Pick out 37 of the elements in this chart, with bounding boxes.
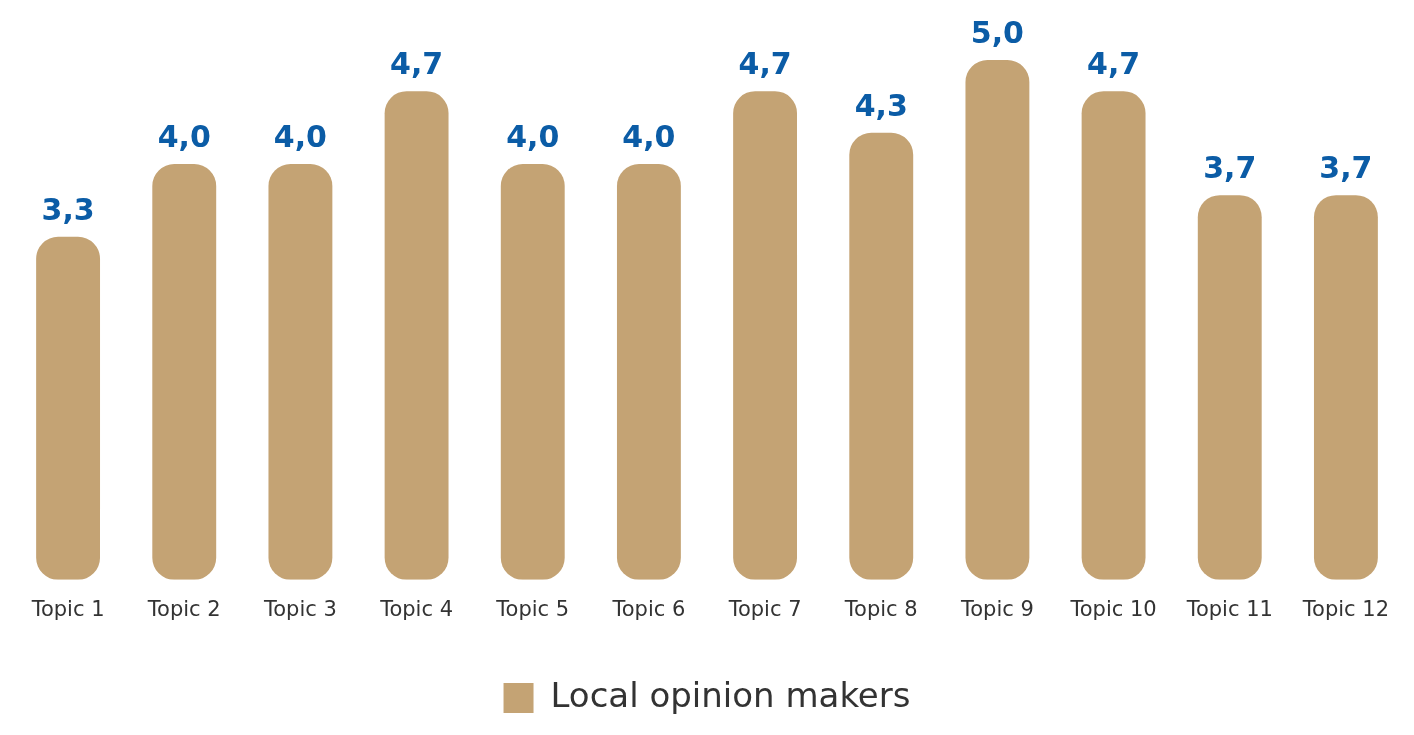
bar (268, 163, 333, 580)
bar (36, 236, 101, 580)
bar (152, 163, 217, 580)
data-label: 4,3 (854, 87, 908, 123)
data-label: 3,7 (1203, 149, 1257, 185)
bar (384, 91, 449, 580)
bar (616, 163, 681, 580)
data-label: 4,0 (273, 118, 327, 154)
data-label: 4,0 (157, 118, 211, 154)
x-tick-label: Topic 5 (495, 596, 570, 621)
data-label: 4,7 (390, 45, 444, 81)
x-tick-label: Topic 2 (146, 596, 221, 621)
bar (500, 163, 565, 580)
legend-label: Local opinion makers (550, 674, 911, 715)
data-label: 3,7 (1319, 149, 1373, 185)
data-label: 4,0 (622, 118, 676, 154)
x-tick-label: Topic 4 (379, 596, 454, 621)
bar (965, 60, 1030, 580)
bar (733, 91, 798, 580)
x-tick-label: Topic 11 (1185, 596, 1273, 621)
x-tick-label: Topic 9 (959, 596, 1034, 621)
bar (849, 132, 914, 580)
bar (1081, 91, 1146, 580)
data-label: 5,0 (970, 14, 1024, 50)
data-label: 4,7 (738, 45, 792, 81)
x-tick-label: Topic 6 (611, 596, 686, 621)
bar (1197, 195, 1262, 580)
bar (1313, 195, 1378, 580)
x-tick-label: Topic 3 (262, 596, 337, 621)
data-label: 4,7 (1087, 45, 1141, 81)
x-tick-label: Topic 1 (30, 596, 105, 621)
data-label: 3,3 (41, 191, 95, 227)
data-label: 4,0 (506, 118, 560, 154)
x-tick-label: Topic 8 (843, 596, 918, 621)
x-tick-label: Topic 7 (727, 596, 802, 621)
x-tick-label: Topic 10 (1069, 596, 1157, 621)
x-tick-label: Topic 12 (1301, 596, 1390, 621)
